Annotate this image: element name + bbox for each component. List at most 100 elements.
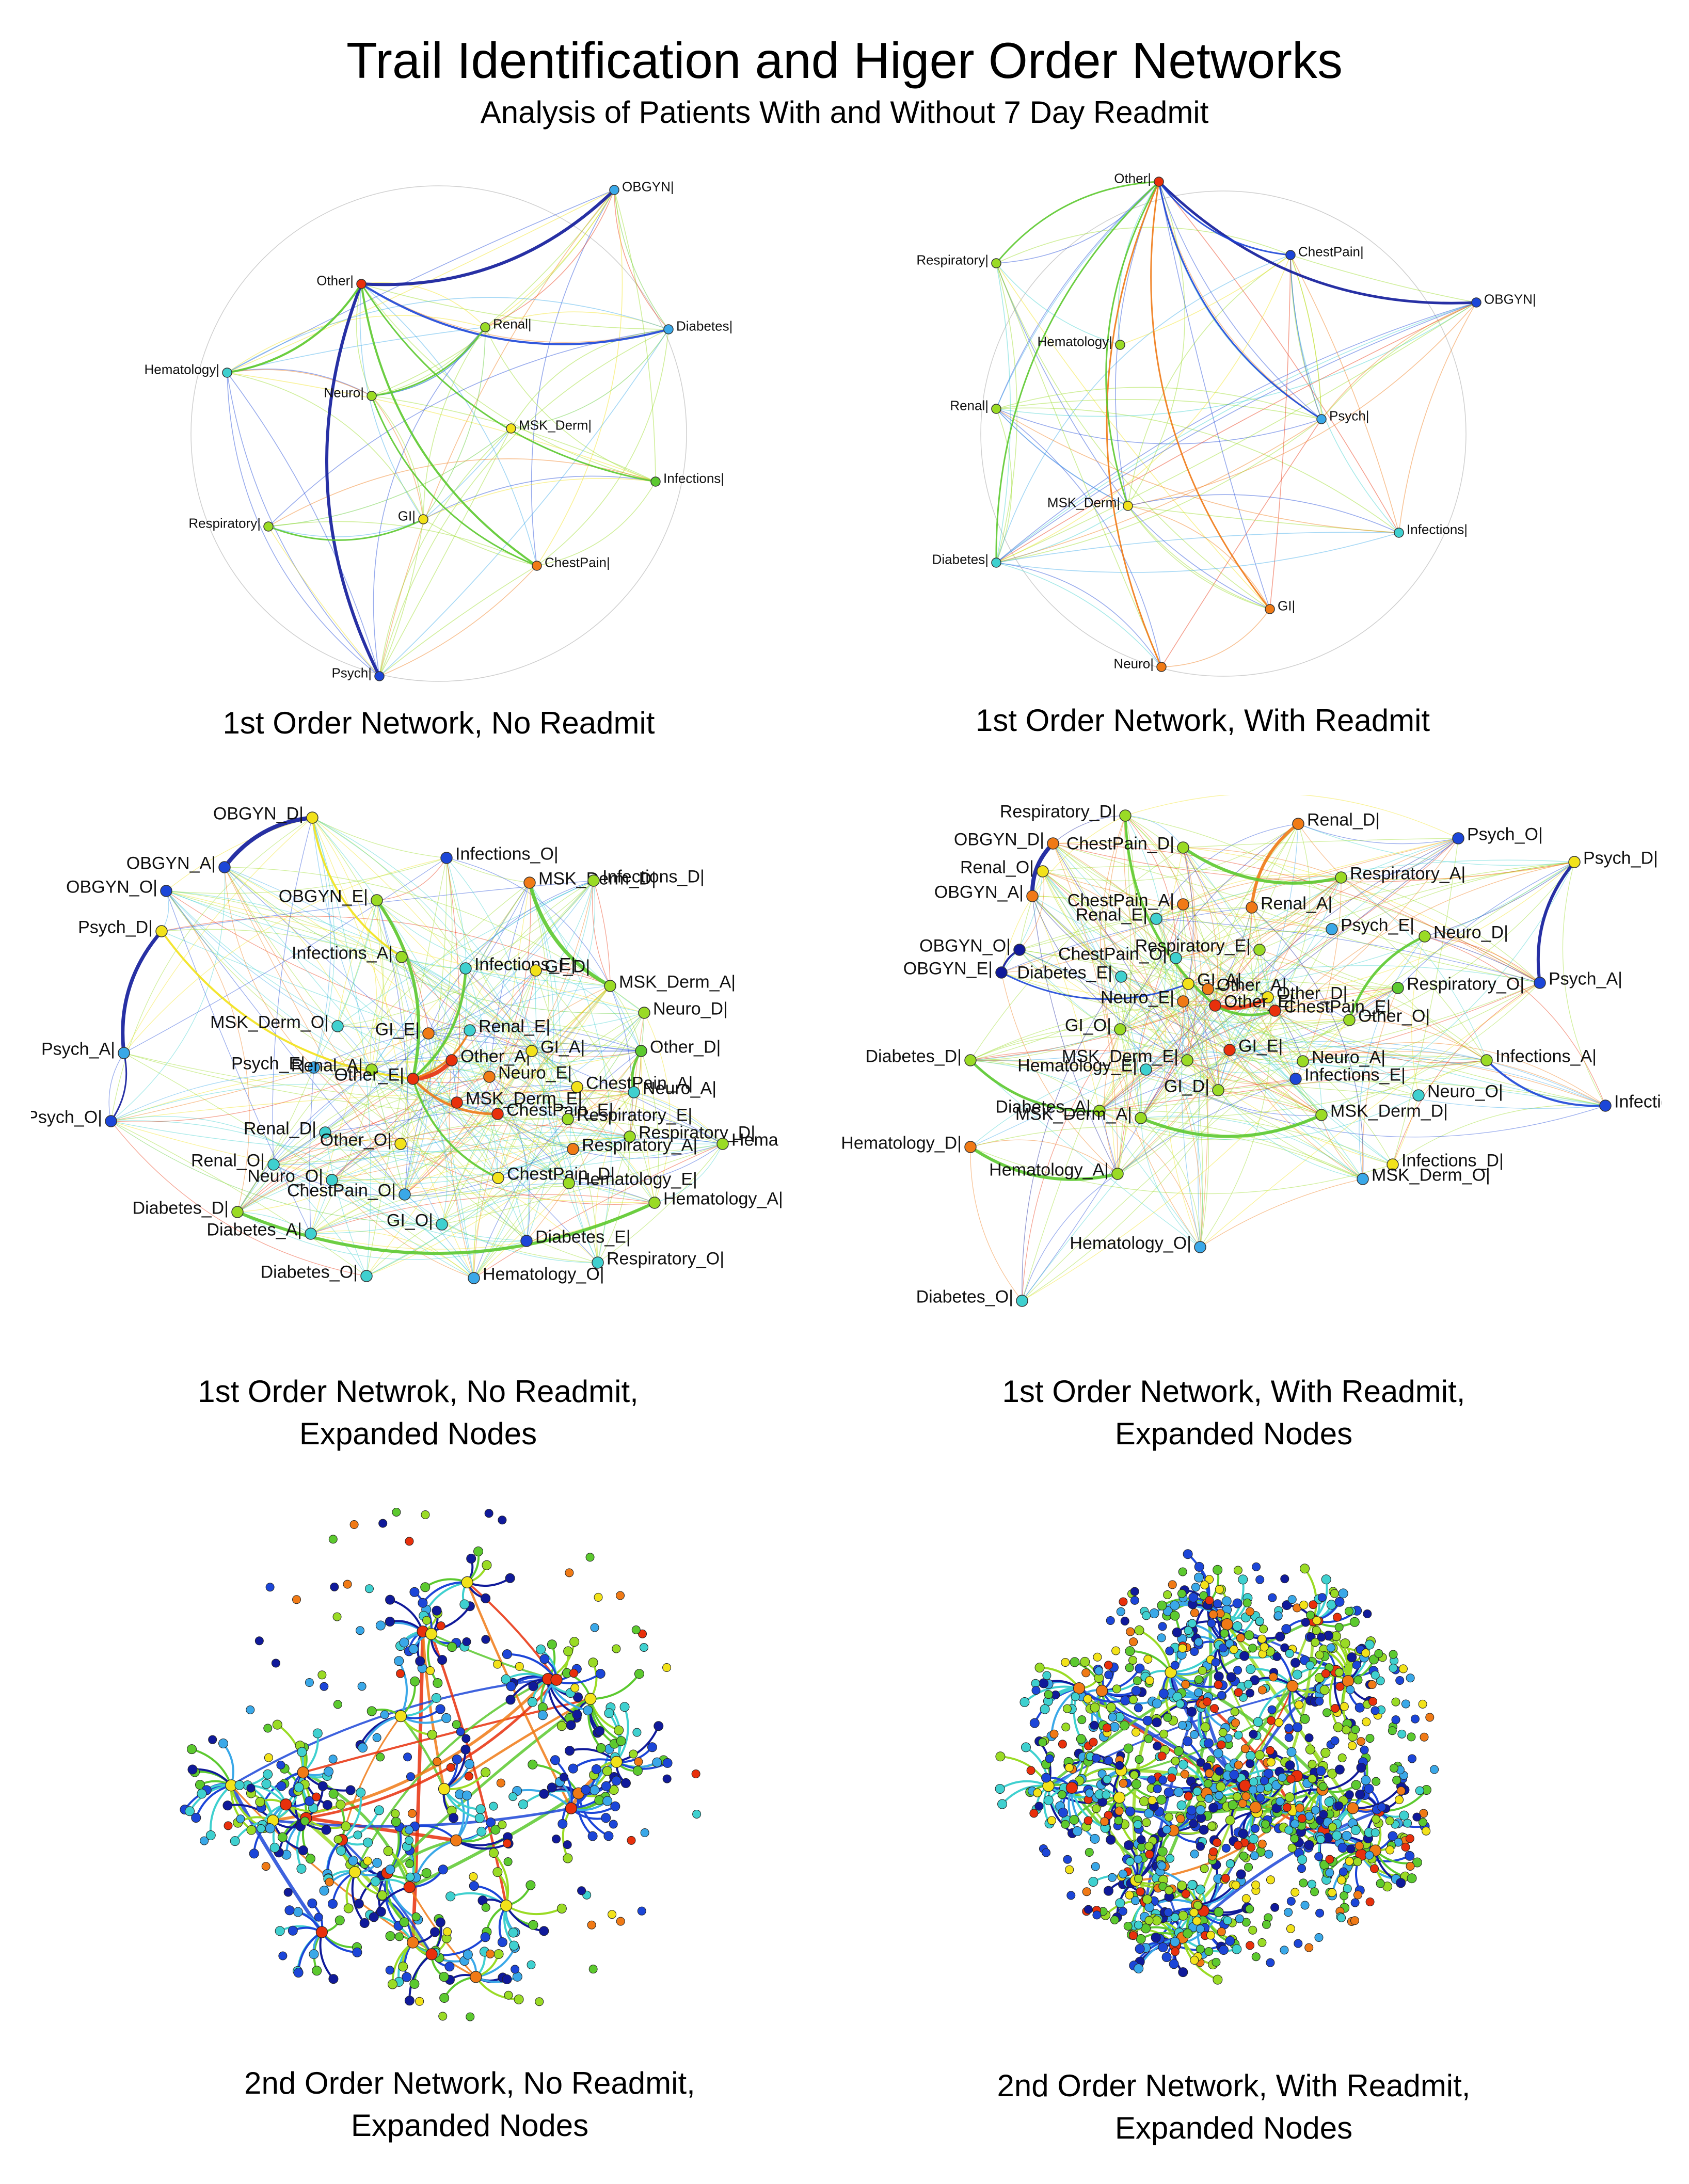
network-node bbox=[1259, 1624, 1268, 1634]
network-edge bbox=[371, 880, 594, 1070]
node-marker bbox=[1177, 841, 1189, 854]
network-edge bbox=[1198, 989, 1208, 1248]
network-edge bbox=[268, 428, 512, 527]
network-edge bbox=[1218, 1090, 1322, 1115]
network-edge bbox=[1140, 1118, 1363, 1179]
network-node bbox=[1183, 1549, 1193, 1559]
network-edge bbox=[614, 189, 669, 330]
node-label: Renal_A| bbox=[291, 1056, 363, 1075]
network-edge bbox=[227, 189, 615, 373]
network-edge bbox=[1200, 1178, 1363, 1248]
network-edge bbox=[1125, 815, 1184, 905]
network-edge bbox=[1183, 838, 1459, 848]
network-node bbox=[1286, 1924, 1295, 1933]
network-node bbox=[1205, 1596, 1214, 1605]
network-node-respiratory-e: Respiratory_E| bbox=[1135, 936, 1266, 956]
network-edge bbox=[610, 985, 633, 1137]
network-edge bbox=[970, 838, 1459, 1061]
network-node bbox=[1370, 1864, 1379, 1873]
network-edge bbox=[1302, 1050, 1606, 1106]
network-node bbox=[191, 1813, 201, 1823]
network-node bbox=[570, 1683, 580, 1693]
network-edge bbox=[1158, 181, 1270, 610]
node-marker bbox=[118, 1047, 130, 1059]
panel-caption-1st-order-no-readmit: 1st Order Network, No Readmit bbox=[77, 702, 800, 744]
network-node bbox=[1217, 1691, 1226, 1700]
network-node bbox=[469, 1880, 479, 1891]
network-node bbox=[1240, 1744, 1250, 1753]
network-edge bbox=[473, 882, 550, 1279]
network-node bbox=[1043, 1795, 1054, 1806]
node-label: MSK_Derm_O| bbox=[210, 1012, 329, 1032]
network-edge bbox=[1145, 1019, 1350, 1070]
network-edge bbox=[404, 1149, 573, 1197]
network-edge bbox=[1127, 302, 1477, 506]
network-hub-node bbox=[348, 1866, 361, 1878]
network-edge bbox=[1207, 987, 1398, 1008]
network-edge bbox=[1176, 904, 1188, 1061]
network-node bbox=[1290, 1834, 1299, 1843]
network-edge bbox=[1001, 871, 1043, 973]
network-edge bbox=[1053, 815, 1126, 844]
network-edge bbox=[400, 857, 453, 1144]
node-label: MSK_Derm| bbox=[1047, 495, 1120, 511]
network-edge bbox=[1183, 904, 1296, 1079]
network-node bbox=[1178, 1967, 1188, 1978]
node-marker bbox=[1026, 890, 1039, 902]
network-edge bbox=[412, 1078, 598, 1263]
network-edge bbox=[473, 1050, 642, 1279]
network-node bbox=[435, 1704, 445, 1714]
node-layer: OBGYN_D|OBGYN_A|OBGYN_O|Infections_O|MSK… bbox=[31, 804, 783, 1284]
network-edge bbox=[473, 882, 554, 1279]
network-node bbox=[1351, 1725, 1360, 1734]
network-node bbox=[1266, 1958, 1275, 1967]
network-edge bbox=[996, 302, 1477, 563]
network-node bbox=[1229, 1769, 1239, 1780]
network-node bbox=[1315, 1908, 1325, 1918]
network-edge bbox=[531, 1050, 598, 1263]
network-edge bbox=[1341, 838, 1459, 879]
network-edge bbox=[337, 900, 377, 1027]
network-edge bbox=[404, 1050, 642, 1195]
network-edge bbox=[237, 1131, 630, 1213]
network-edge bbox=[526, 882, 562, 1241]
network-edge bbox=[1125, 815, 1487, 1061]
network-edge bbox=[1218, 1090, 1322, 1115]
network-edge bbox=[309, 1067, 314, 1234]
network-node bbox=[1300, 1564, 1310, 1574]
network-node-diabetes: Diabetes| bbox=[932, 552, 1001, 568]
network-edge bbox=[1117, 1049, 1230, 1174]
network-node bbox=[438, 2012, 448, 2021]
network-node-renal-o: Renal_O| bbox=[191, 1151, 280, 1171]
network-node bbox=[218, 1738, 229, 1748]
network-node bbox=[420, 1582, 431, 1592]
network-edge bbox=[325, 1132, 598, 1263]
node-label: Hematology_A| bbox=[989, 1160, 1109, 1179]
node-marker bbox=[716, 1138, 729, 1150]
network-node bbox=[265, 1583, 275, 1592]
network-panel-2nd-order-with-readmit bbox=[939, 1487, 1518, 2044]
network-node-psych: Psych| bbox=[1316, 408, 1369, 424]
network-node bbox=[246, 1825, 257, 1835]
network-edge bbox=[1215, 823, 1299, 1006]
network-node bbox=[1203, 1779, 1213, 1788]
node-marker bbox=[991, 404, 1001, 414]
node-marker bbox=[1412, 1089, 1425, 1102]
network-node bbox=[528, 1681, 538, 1692]
network-edge bbox=[1290, 254, 1322, 420]
network-node bbox=[559, 1773, 568, 1782]
network-node bbox=[1352, 1661, 1361, 1670]
network-node bbox=[336, 1799, 346, 1810]
network-edge bbox=[1302, 1055, 1487, 1062]
network-edge bbox=[313, 1050, 532, 1068]
network-edge bbox=[1158, 181, 1322, 420]
network-node bbox=[314, 1912, 323, 1922]
network-node-infections-a: Infections_A| bbox=[292, 943, 408, 963]
network-edge bbox=[227, 372, 380, 677]
network-node bbox=[399, 1917, 409, 1927]
network-node-hematology-e: Hematology_E| bbox=[563, 1169, 697, 1189]
network-node bbox=[1125, 1890, 1134, 1900]
node-label: Other_A| bbox=[460, 1046, 530, 1066]
network-node bbox=[1280, 1574, 1289, 1584]
network-edge bbox=[110, 817, 313, 1122]
